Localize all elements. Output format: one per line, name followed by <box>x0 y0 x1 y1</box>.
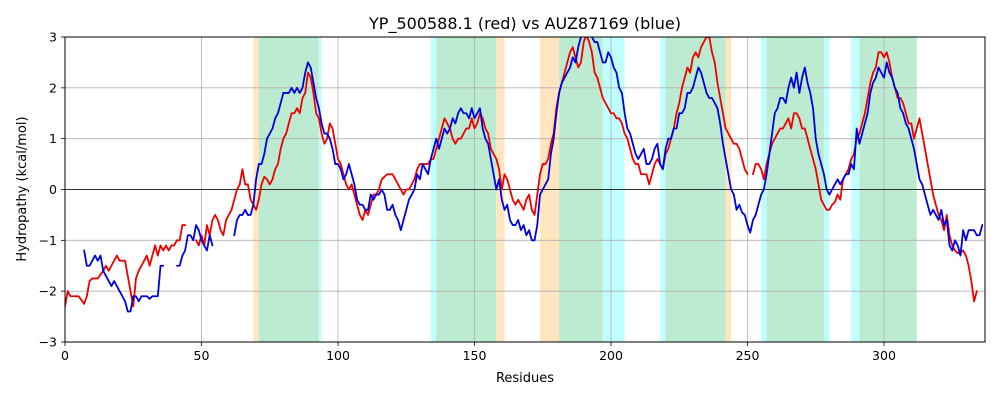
chart-title: YP_500588.1 (red) vs AUZ87169 (blue) <box>368 14 681 34</box>
y-tick-label-0: −3 <box>39 335 57 350</box>
y-tick-label-5: 2 <box>49 80 57 95</box>
y-tick-label-3: 0 <box>49 182 57 197</box>
x-axis-label: Residues <box>496 371 554 386</box>
y-tick-label-1: −2 <box>39 284 57 299</box>
y-tick-label-6: 3 <box>49 30 57 45</box>
series-1-segment-2 <box>233 37 984 257</box>
x-tick-label-1: 50 <box>194 348 210 363</box>
series-1-segment-0 <box>83 249 165 313</box>
series-lines <box>65 37 984 313</box>
x-tick-label-0: 0 <box>61 348 69 363</box>
series-1-segment-1 <box>176 224 214 267</box>
y-tick-label-4: 1 <box>49 131 57 146</box>
y-tick-label-2: −1 <box>39 233 57 248</box>
y-axis-ticks: −3 −2 −1 0 1 2 3 <box>39 30 65 350</box>
x-axis-ticks: 0 50 100 150 200 250 300 <box>61 342 896 363</box>
x-tick-label-5: 250 <box>736 348 760 363</box>
x-tick-label-6: 300 <box>872 348 896 363</box>
x-tick-label-3: 150 <box>463 348 487 363</box>
y-axis-label: Hydropathy (kcal/mol) <box>15 116 30 261</box>
series-0-segment-1 <box>195 37 749 247</box>
x-tick-label-2: 100 <box>326 348 350 363</box>
x-tick-label-4: 200 <box>599 348 623 363</box>
series-0-segment-0 <box>65 224 187 308</box>
